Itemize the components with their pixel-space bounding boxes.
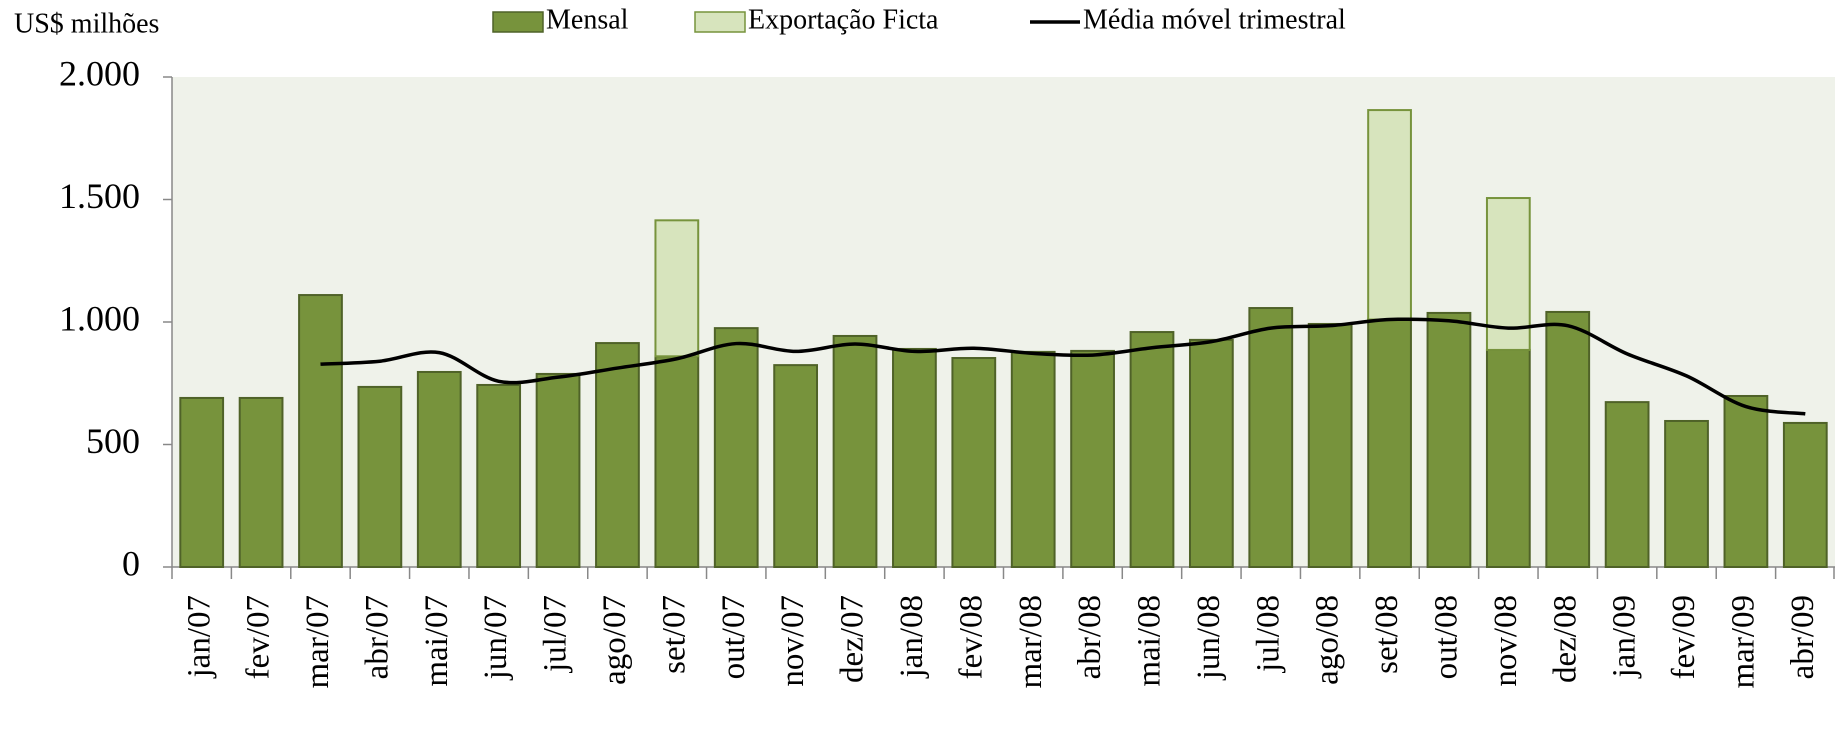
- x-tick-label: jan/09: [1607, 595, 1643, 678]
- x-tick-label: fev/09: [1666, 595, 1702, 679]
- bar: [832, 334, 878, 568]
- moving-average-line: [320, 317, 1806, 416]
- legend-label: Mensal: [546, 4, 629, 35]
- bar: [238, 396, 284, 569]
- bar: [654, 355, 700, 568]
- y-tick-label: 2.000: [59, 53, 140, 93]
- bar: [1426, 311, 1472, 568]
- bar: [298, 294, 343, 568]
- x-tick-label: mar/08: [1013, 595, 1049, 688]
- bar: [1367, 109, 1412, 321]
- x-tick-label: jan/07: [181, 595, 217, 678]
- x-tick-label: abr/09: [1785, 595, 1821, 679]
- x-tick-label: set/08: [1369, 595, 1405, 674]
- bar: [654, 219, 700, 358]
- x-tick-label: dez/07: [835, 595, 871, 683]
- x-tick-label: set/07: [656, 595, 692, 674]
- y-tick-label: 0: [122, 543, 140, 583]
- x-tick-label: ago/07: [597, 595, 633, 685]
- x-tick-label: out/07: [716, 595, 752, 679]
- x-tick-label: mai/08: [1132, 595, 1168, 687]
- x-tick-label: fev/08: [953, 595, 989, 679]
- x-tick-label: mai/07: [419, 595, 455, 687]
- bar: [951, 357, 997, 569]
- x-tick-label: jun/07: [478, 595, 514, 680]
- legend-swatch: [694, 11, 746, 33]
- bar: [1545, 310, 1591, 568]
- x-tick-label: abr/07: [359, 595, 395, 679]
- x-tick-label: nov/07: [775, 595, 811, 687]
- bar: [1010, 350, 1056, 569]
- bar: [1664, 419, 1709, 569]
- x-tick-label: mar/09: [1725, 595, 1761, 688]
- bar: [773, 364, 819, 568]
- x-tick-label: dez/08: [1547, 595, 1583, 683]
- bar: [892, 347, 937, 569]
- x-tick-label: jun/08: [1191, 595, 1227, 680]
- bar: [1188, 338, 1234, 569]
- bar: [1485, 348, 1531, 568]
- bar: [595, 342, 640, 568]
- x-tick-label: jul/07: [538, 595, 574, 673]
- bar: [535, 372, 581, 568]
- x-tick-label: mar/07: [300, 595, 336, 688]
- bar: [1129, 331, 1175, 569]
- bar: [1070, 349, 1115, 568]
- x-tick-label: out/08: [1429, 595, 1465, 679]
- bar: [416, 370, 462, 569]
- bar: [1782, 421, 1828, 568]
- bar: [1723, 394, 1769, 568]
- x-tick-label: fev/07: [241, 595, 277, 679]
- bar: [1307, 322, 1353, 568]
- x-tick-label: nov/08: [1488, 595, 1524, 687]
- y-axis-label: US$ milhões: [14, 8, 159, 39]
- bar: [1248, 307, 1294, 568]
- legend-label: Exportação Ficta: [748, 4, 939, 35]
- y-tick-label: 500: [86, 421, 140, 461]
- x-tick-label: jan/08: [894, 595, 930, 678]
- bar: [179, 396, 225, 569]
- legend-label: Média móvel trimestral: [1083, 4, 1346, 35]
- y-tick-label: 1.500: [59, 176, 140, 216]
- bar: [1604, 401, 1650, 568]
- legend-swatch: [492, 11, 544, 33]
- bar: [476, 383, 522, 568]
- x-tick-label: abr/08: [1072, 595, 1108, 679]
- y-tick-label: 1.000: [59, 298, 140, 338]
- bar: [1485, 197, 1531, 351]
- bar: [1367, 318, 1412, 568]
- bar: [713, 327, 759, 568]
- x-tick-label: jul/08: [1250, 595, 1286, 673]
- bar: [357, 385, 403, 568]
- x-tick-label: ago/08: [1310, 595, 1346, 685]
